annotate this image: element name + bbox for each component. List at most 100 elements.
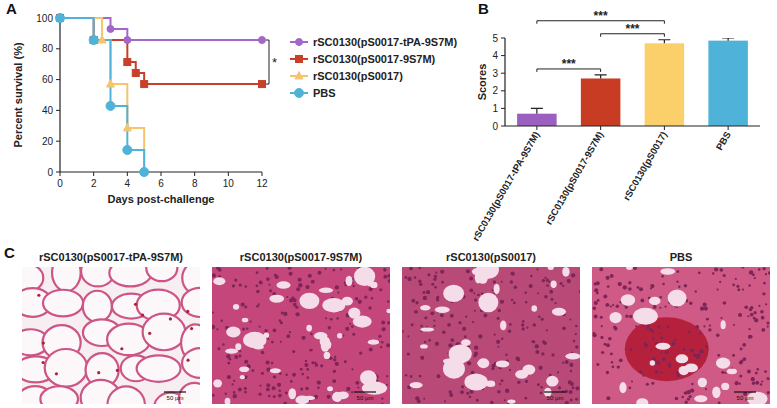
- tissue-texture: [491, 367, 494, 370]
- tissue-texture: [569, 363, 573, 367]
- tissue-texture: [419, 375, 422, 378]
- tissue-texture: [750, 306, 753, 309]
- tissue-texture: [410, 375, 413, 378]
- x-tick: [600, 126, 601, 130]
- x-tick-label: 8: [192, 178, 198, 189]
- tissue-texture: [501, 337, 504, 340]
- tissue-texture: [216, 267, 220, 270]
- tissue-texture: [601, 325, 603, 327]
- histology-image: [212, 267, 390, 404]
- tissue-texture: [225, 348, 238, 353]
- tissue-texture: [541, 318, 544, 321]
- tissue-texture: [234, 279, 237, 282]
- tissue-texture: [737, 288, 740, 291]
- tissue-texture: [631, 380, 633, 382]
- tissue-texture: [754, 277, 756, 279]
- tissue-texture: [414, 310, 418, 314]
- tissue-texture: [538, 316, 541, 319]
- tissue-texture: [345, 327, 349, 331]
- tissue-texture: [109, 267, 151, 286]
- tissue-texture: [599, 267, 603, 271]
- tissue-texture: [233, 394, 237, 398]
- tissue-texture: [511, 272, 515, 276]
- tissue-texture: [470, 390, 474, 394]
- tissue-texture: [629, 315, 633, 319]
- tissue-texture: [727, 368, 737, 374]
- tissue-texture: [364, 296, 367, 299]
- x-tick-label: 2: [91, 178, 97, 189]
- tissue-texture: [511, 299, 514, 302]
- survival-line: [60, 18, 144, 172]
- tissue-texture: [301, 336, 305, 340]
- scale-bar-label: 50 μm: [547, 395, 564, 401]
- tissue-texture: [719, 281, 721, 283]
- tissue-texture: [625, 315, 628, 318]
- tissue-texture: [562, 267, 569, 277]
- tissue-texture: [258, 393, 261, 396]
- tissue-texture: [497, 390, 501, 394]
- tissue-texture: [659, 332, 661, 334]
- tissue-texture: [37, 294, 40, 297]
- tissue-texture: [278, 389, 280, 391]
- tissue-texture: [596, 363, 599, 366]
- tissue-texture: [264, 329, 267, 332]
- tissue-texture: [524, 291, 527, 294]
- tissue-texture: [186, 310, 189, 313]
- y-tick-label: 1: [492, 103, 498, 114]
- tissue-texture: [766, 377, 768, 379]
- tissue-texture: [594, 288, 598, 292]
- tissue-texture: [267, 338, 269, 340]
- tissue-texture: [242, 318, 248, 323]
- tissue-texture: [738, 313, 742, 317]
- tissue-texture: [735, 381, 739, 385]
- tissue-texture: [643, 342, 647, 346]
- tissue-texture: [473, 354, 476, 357]
- tissue-texture: [448, 343, 452, 347]
- tissue-texture: [134, 303, 137, 306]
- tissue-texture: [304, 363, 308, 367]
- tissue-texture: [355, 297, 359, 301]
- survival-point: [140, 168, 149, 177]
- tissue-texture: [630, 348, 633, 351]
- tissue-texture: [466, 269, 470, 273]
- tissue-texture: [514, 286, 517, 289]
- tissue-texture: [610, 274, 614, 278]
- x-tick: [664, 126, 665, 130]
- y-tick: [501, 126, 505, 127]
- tissue-texture: [292, 373, 296, 377]
- tissue-texture: [337, 391, 349, 399]
- tissue-texture: [708, 328, 711, 331]
- significance-label: ***: [562, 57, 576, 71]
- tissue-texture: [712, 387, 720, 399]
- tissue-texture: [444, 400, 446, 402]
- tissue-texture: [382, 327, 386, 331]
- tissue-texture: [386, 343, 390, 347]
- tissue-texture: [626, 267, 633, 270]
- tissue-texture: [610, 352, 613, 355]
- error-bar: [595, 75, 607, 79]
- y-axis-title: Scores: [476, 64, 488, 101]
- tissue-texture: [562, 285, 564, 287]
- tissue-texture: [683, 348, 686, 351]
- tissue-texture: [335, 362, 338, 365]
- tissue-texture: [651, 382, 654, 385]
- tissue-texture: [525, 301, 527, 303]
- tissue-texture: [283, 312, 287, 316]
- significance-bracket: [266, 40, 269, 84]
- y-tick: [56, 141, 60, 142]
- image-title: PBS: [670, 251, 693, 263]
- tissue-texture: [767, 325, 769, 327]
- tissue-texture: [748, 328, 750, 330]
- tissue-texture: [535, 350, 539, 354]
- bar: [645, 43, 685, 126]
- tissue-texture: [407, 335, 409, 337]
- tissue-texture: [381, 403, 383, 404]
- tissue-texture: [346, 276, 353, 286]
- tissue-texture: [478, 293, 498, 313]
- tissue-texture: [761, 328, 765, 332]
- tissue-texture: [678, 286, 680, 288]
- tissue-texture: [231, 383, 233, 385]
- tissue-texture: [256, 305, 259, 308]
- tissue-texture: [554, 302, 556, 304]
- tissue-texture: [259, 326, 261, 328]
